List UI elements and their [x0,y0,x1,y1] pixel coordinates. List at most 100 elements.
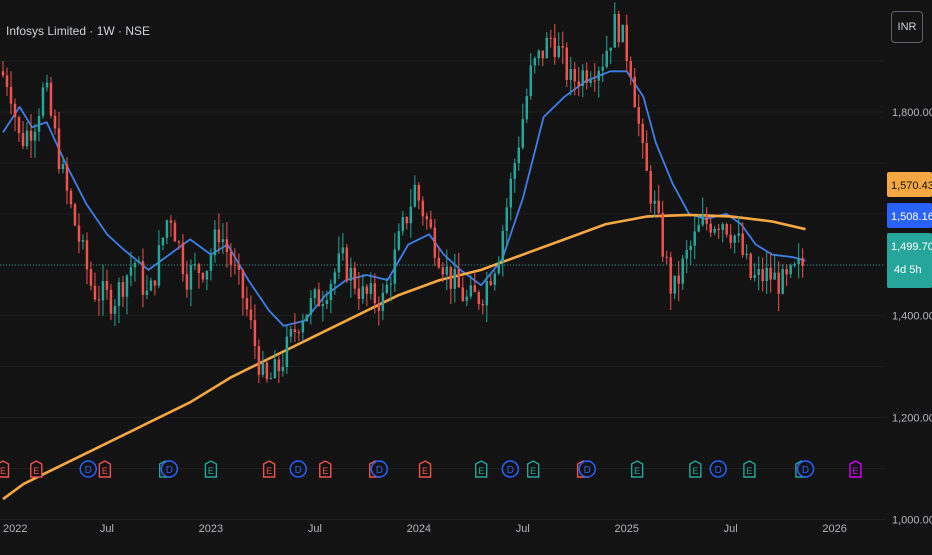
candle-body [369,283,373,294]
candle-body [497,262,501,274]
candle-body [757,269,760,275]
candle-body [793,264,796,266]
candle [261,350,265,378]
candle-body [285,336,289,367]
candle [465,289,469,307]
candle [345,243,349,283]
candle-body [469,285,473,297]
candle-body [665,256,668,258]
event-marker-dividend: D [289,460,307,478]
candle [93,272,97,302]
candle [113,299,117,327]
candle-body [393,249,397,284]
candle [741,222,744,258]
dividend-icon [709,460,727,478]
candle [365,284,369,307]
earnings-icon [526,460,540,478]
candle [177,240,181,250]
candle [629,56,632,86]
candle-body [5,75,9,87]
price-label-text: 1,499.70 [891,241,932,253]
candle-body [157,245,161,286]
candle-body [749,253,752,278]
candle [21,121,25,150]
candle-body [349,267,353,281]
candle [101,264,105,316]
candle-body [461,287,465,301]
currency-button[interactable]: INR [891,11,923,43]
candle [773,255,776,280]
candle [105,269,109,300]
candle-body [789,265,792,275]
candle-body [773,272,776,280]
candle-body [313,289,317,299]
candle [53,109,57,135]
earnings-icon [630,460,644,478]
candle-body [605,50,608,67]
candle [597,66,600,98]
candle-body [613,14,616,48]
candle [405,216,409,230]
candle [349,257,353,298]
candle [149,277,153,292]
candle [373,273,377,314]
event-marker-dividend: D [79,460,97,478]
candle-body [681,258,684,284]
candle-body [797,257,800,265]
candle-body [557,45,561,58]
candle [5,67,9,96]
candle-body [577,81,581,86]
candle [713,225,716,236]
event-label: E [530,466,536,476]
candle-body [449,266,453,289]
candle [621,24,624,43]
event-label: E [692,466,698,476]
candle [37,108,41,142]
candle-body [53,115,57,129]
candle [625,14,628,72]
candle [757,256,760,291]
candle-body [721,224,724,231]
candle [421,196,425,226]
candle [121,275,125,308]
candle-body [661,212,664,257]
earnings-icon [475,460,488,478]
price-label-bg [887,172,932,197]
candle [145,275,149,300]
dividend-icon [796,460,815,478]
candle [437,246,441,270]
candle-body [733,235,736,243]
candle [485,271,489,323]
candle-body [505,207,509,231]
candle [425,212,429,230]
candle-body [485,281,489,306]
candle-body [521,119,525,148]
y-tick-label: 1,400.00 [892,311,932,323]
candle [33,123,37,158]
candle-body [729,234,732,243]
candle [61,155,65,174]
event-marker-dividend: D [160,460,179,478]
candle [433,218,437,266]
candle-body [221,239,225,243]
candle [789,263,792,279]
event-label: E [266,466,272,476]
candle [581,64,584,98]
earnings-icon [98,460,112,478]
candle-body [297,331,301,333]
candle-body [573,69,577,82]
event-label: D [507,465,514,476]
dividend-icon [578,460,596,478]
x-tick-label: 2026 [822,523,846,535]
candle-body [385,284,389,293]
candle-body [645,143,648,171]
candle-body [601,66,604,71]
candle-body [257,346,261,375]
candle [453,253,457,303]
candle-body [173,222,177,242]
candle-body [225,239,229,252]
candle [693,216,696,260]
candle-body [181,242,185,275]
